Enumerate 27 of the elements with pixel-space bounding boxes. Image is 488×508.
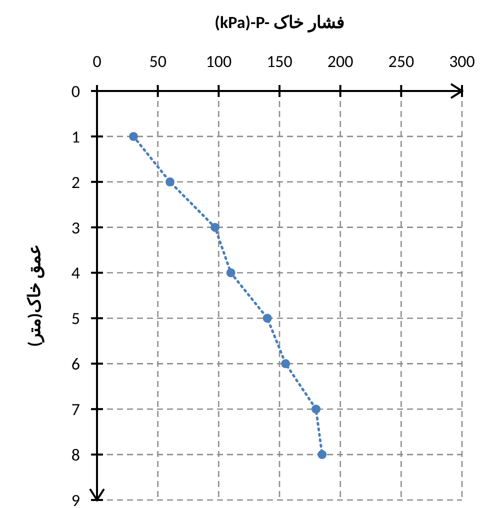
y-tick-label: 9 xyxy=(71,490,80,508)
x-tick-label: 250 xyxy=(388,51,414,72)
y-tick-label: 8 xyxy=(71,444,80,466)
point xyxy=(210,222,220,232)
y-axis-title: عمق خاک(متر) xyxy=(24,244,45,347)
x-tick-label: 150 xyxy=(266,51,293,72)
point xyxy=(312,404,320,414)
y-tick-label: 6 xyxy=(71,354,80,375)
y-tick-label: 1 xyxy=(71,126,80,148)
point xyxy=(166,177,174,186)
point xyxy=(226,268,236,278)
point xyxy=(318,450,327,460)
point xyxy=(281,359,290,368)
y-tick-label: 7 xyxy=(71,399,80,420)
x-tick-label: 200 xyxy=(327,51,354,72)
point xyxy=(262,314,272,323)
y-tick-label: 2 xyxy=(71,172,80,193)
x-tick-label: 100 xyxy=(206,51,232,72)
point xyxy=(129,132,138,141)
x-tick-label: 300 xyxy=(449,51,476,72)
x-tick-label: 50 xyxy=(149,51,167,72)
y-tick-label: 5 xyxy=(71,308,80,330)
y-tick-label: 3 xyxy=(71,217,80,238)
y-tick-label: 0 xyxy=(71,80,80,102)
chart-title: (kPa)-P- فشار خاک xyxy=(214,12,344,33)
x-tick-label: 0 xyxy=(92,51,102,72)
y-tick-label: 4 xyxy=(71,262,80,284)
